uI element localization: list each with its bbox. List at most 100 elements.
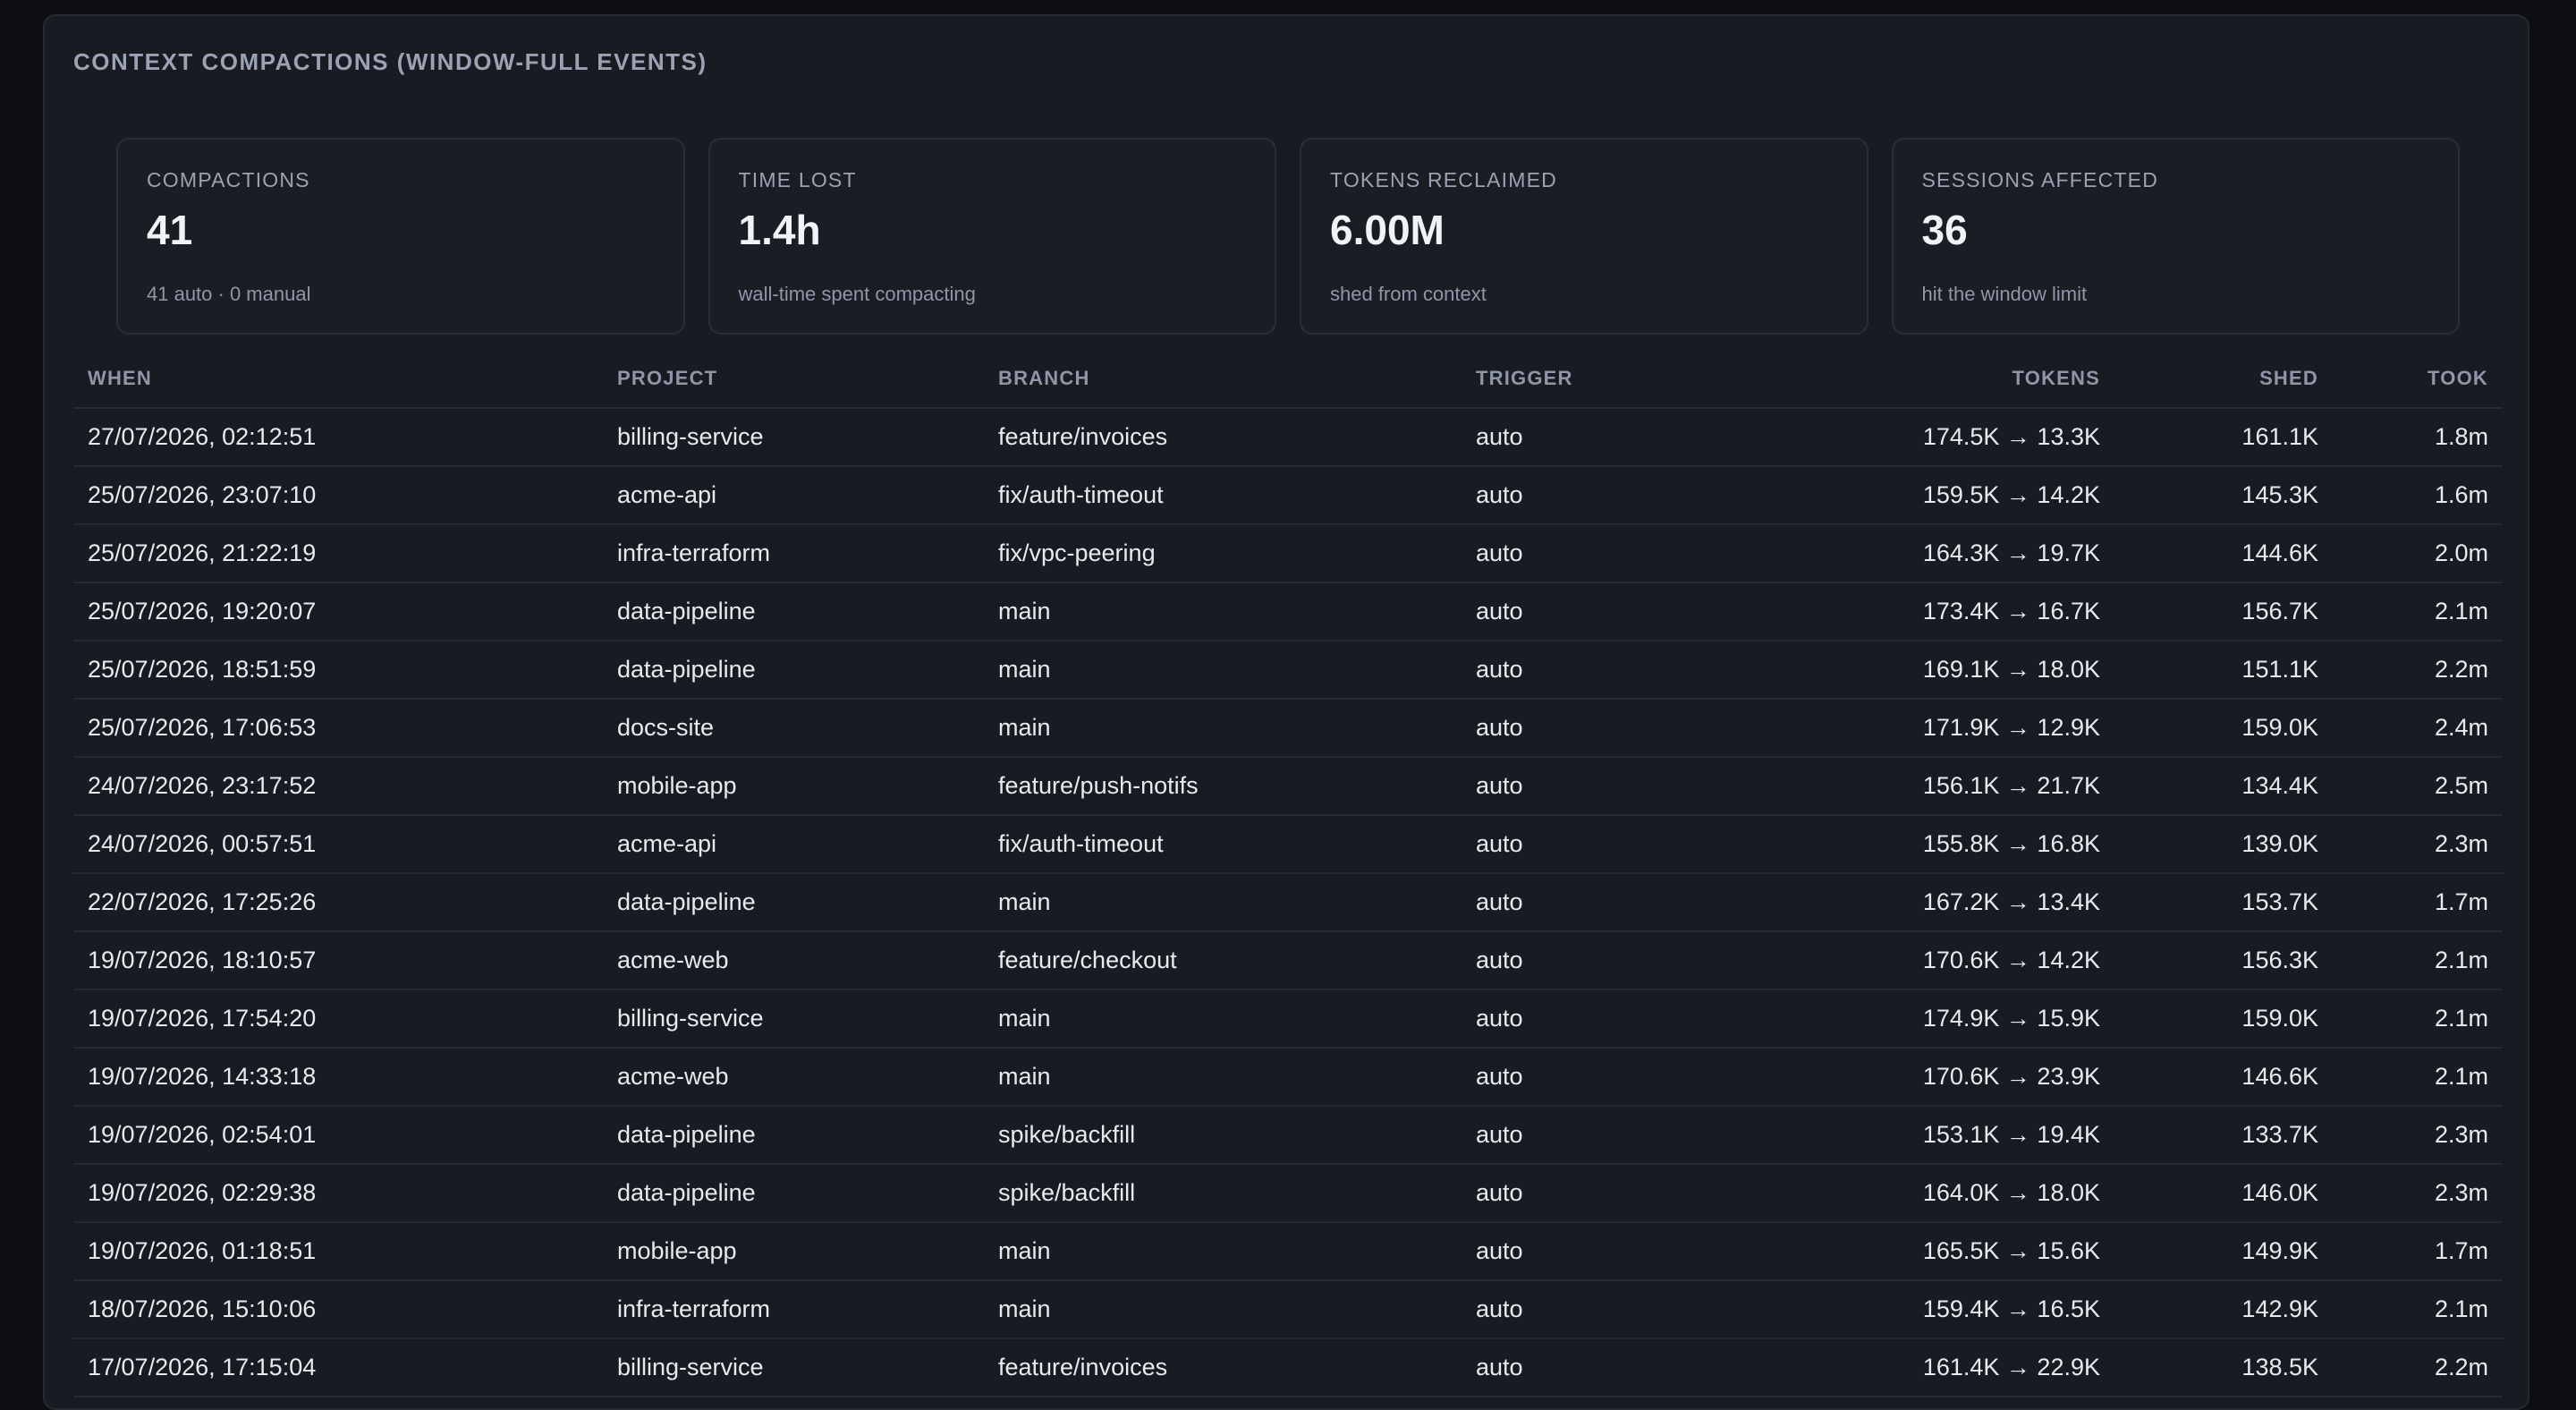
column-header-tokens[interactable]: TOKENS: [1694, 349, 2114, 409]
cell-project: data-pipeline: [603, 1164, 984, 1223]
stat-value: 36: [1921, 207, 1968, 253]
cell-trigger: auto: [1462, 1106, 1694, 1165]
cell-took: 1.7m: [2333, 873, 2503, 932]
cell-tokens: 174.5K → 13.3K: [1694, 408, 2114, 467]
cell-tokens: 173.4K → 16.7K: [1694, 582, 2114, 641]
table-row[interactable]: 19/07/2026, 18:10:57 acme-web feature/ch…: [73, 931, 2503, 990]
cell-trigger: auto: [1462, 931, 1694, 990]
stat-label: TIME LOST: [738, 168, 857, 191]
cell-trigger: auto: [1462, 1338, 1694, 1397]
cell-shed: 156.3K: [2114, 931, 2333, 990]
cell-trigger: auto: [1462, 1222, 1694, 1281]
cell-project: mobile-app: [603, 1222, 984, 1281]
column-header-when[interactable]: WHEN: [73, 349, 603, 409]
cell-project: infra-terraform: [603, 1280, 984, 1339]
cell-when: 24/07/2026, 23:17:52: [73, 757, 603, 816]
cell-when: 19/07/2026, 02:29:38: [73, 1164, 603, 1223]
cell-shed: 146.6K: [2114, 1048, 2333, 1107]
stats-row: COMPACTIONS 41 41 auto · 0 manual TIME L…: [116, 138, 2460, 335]
cell-tokens: 174.9K → 15.9K: [1694, 990, 2114, 1049]
cell-shed: 146.0K: [2114, 1164, 2333, 1223]
cell-when: 19/07/2026, 17:54:20: [73, 990, 603, 1049]
cell-branch: feature/invoices: [984, 408, 1462, 467]
cell-took: 2.1m: [2333, 582, 2503, 641]
cell-branch: feature/invoices: [984, 1338, 1462, 1397]
table-row[interactable]: 24/07/2026, 23:17:52 mobile-app feature/…: [73, 757, 2503, 816]
stat-subtext: hit the window limit: [1921, 283, 2088, 305]
table-row[interactable]: 18/07/2026, 15:10:06 infra-terraform mai…: [73, 1280, 2503, 1339]
cell-when: 17/07/2026, 17:15:04: [73, 1338, 603, 1397]
cell-tokens: 169.1K → 18.0K: [1694, 641, 2114, 700]
table-row[interactable]: 22/07/2026, 17:25:26 data-pipeline main …: [73, 873, 2503, 932]
cell-trigger: auto: [1462, 1280, 1694, 1339]
cell-shed: 134.4K: [2114, 757, 2333, 816]
cell-tokens: 167.2K → 13.4K: [1694, 873, 2114, 932]
table-row[interactable]: 19/07/2026, 17:54:20 billing-service mai…: [73, 990, 2503, 1049]
cell-took: 2.1m: [2333, 931, 2503, 990]
cell-project: billing-service: [603, 408, 984, 467]
cell-when: 19/07/2026, 01:18:51: [73, 1222, 603, 1281]
cell-took: 2.1m: [2333, 1048, 2503, 1107]
cell-shed: 161.1K: [2114, 408, 2333, 467]
cell-trigger: auto: [1462, 815, 1694, 874]
cell-trigger: auto: [1462, 990, 1694, 1049]
cell-when: 25/07/2026, 18:51:59: [73, 641, 603, 700]
column-header-project[interactable]: PROJECT: [603, 349, 984, 409]
table-row[interactable]: 24/07/2026, 00:57:51 acme-api fix/auth-t…: [73, 815, 2503, 874]
column-header-trigger[interactable]: TRIGGER: [1462, 349, 1694, 409]
cell-project: acme-web: [603, 931, 984, 990]
table-row[interactable]: 25/07/2026, 18:51:59 data-pipeline main …: [73, 641, 2503, 700]
table-row[interactable]: 25/07/2026, 23:07:10 acme-api fix/auth-t…: [73, 466, 2503, 525]
cell-branch: fix/vpc-peering: [984, 524, 1462, 583]
cell-shed: 145.3K: [2114, 466, 2333, 525]
cell-when: 24/07/2026, 00:57:51: [73, 815, 603, 874]
cell-took: 1.8m: [2333, 408, 2503, 467]
cell-branch: main: [984, 641, 1462, 700]
cell-shed: 133.7K: [2114, 1106, 2333, 1165]
cell-project: mobile-app: [603, 757, 984, 816]
column-header-branch[interactable]: BRANCH: [984, 349, 1462, 409]
table-row[interactable]: 25/07/2026, 21:22:19 infra-terraform fix…: [73, 524, 2503, 583]
cell-tokens: 153.1K → 19.4K: [1694, 1106, 2114, 1165]
cell-took: 2.0m: [2333, 524, 2503, 583]
cell-project: acme-api: [603, 815, 984, 874]
table-row[interactable]: 27/07/2026, 02:12:51 billing-service fea…: [73, 408, 2503, 467]
cell-when: 25/07/2026, 17:06:53: [73, 699, 603, 758]
cell-took: 2.2m: [2333, 641, 2503, 700]
cell-shed: 151.1K: [2114, 641, 2333, 700]
cell-when: 19/07/2026, 14:33:18: [73, 1048, 603, 1107]
table-row[interactable]: 19/07/2026, 01:18:51 mobile-app main aut…: [73, 1222, 2503, 1281]
cell-branch: fix/auth-timeout: [984, 466, 1462, 525]
compactions-panel: CONTEXT COMPACTIONS (WINDOW-FULL EVENTS)…: [43, 14, 2529, 1410]
table-row[interactable]: 17/07/2026, 17:15:04 billing-service fea…: [73, 1338, 2503, 1397]
cell-tokens: 164.0K → 18.0K: [1694, 1164, 2114, 1223]
cell-trigger: auto: [1462, 466, 1694, 525]
cell-took: 2.5m: [2333, 757, 2503, 816]
cell-trigger: auto: [1462, 582, 1694, 641]
stat-subtext: wall-time spent compacting: [738, 283, 976, 305]
stat-value: 6.00M: [1330, 207, 1445, 253]
table-row[interactable]: 19/07/2026, 02:29:38 data-pipeline spike…: [73, 1164, 2503, 1223]
cell-trigger: auto: [1462, 408, 1694, 467]
cell-project: billing-service: [603, 1338, 984, 1397]
cell-trigger: auto: [1462, 1164, 1694, 1223]
cell-trigger: auto: [1462, 757, 1694, 816]
cell-tokens: 156.1K → 21.7K: [1694, 757, 2114, 816]
cell-trigger: auto: [1462, 641, 1694, 700]
cell-trigger: auto: [1462, 524, 1694, 583]
table-row[interactable]: 19/07/2026, 14:33:18 acme-web main auto …: [73, 1048, 2503, 1107]
cell-project: data-pipeline: [603, 641, 984, 700]
table-row[interactable]: 19/07/2026, 02:54:01 data-pipeline spike…: [73, 1106, 2503, 1165]
cell-branch: feature/push-notifs: [984, 757, 1462, 816]
stat-value: 1.4h: [738, 207, 821, 253]
stat-subtext: shed from context: [1330, 283, 1487, 305]
cell-took: 1.7m: [2333, 1222, 2503, 1281]
cell-tokens: 165.5K → 15.6K: [1694, 1222, 2114, 1281]
table-row[interactable]: 25/07/2026, 17:06:53 docs-site main auto…: [73, 699, 2503, 758]
cell-shed: 153.7K: [2114, 873, 2333, 932]
table-row[interactable]: 25/07/2026, 19:20:07 data-pipeline main …: [73, 582, 2503, 641]
column-header-shed[interactable]: SHED: [2114, 349, 2333, 409]
stat-card-compactions: COMPACTIONS 41 41 auto · 0 manual: [116, 138, 685, 335]
column-header-took[interactable]: TOOK: [2333, 349, 2503, 409]
cell-tokens: 164.3K → 19.7K: [1694, 524, 2114, 583]
